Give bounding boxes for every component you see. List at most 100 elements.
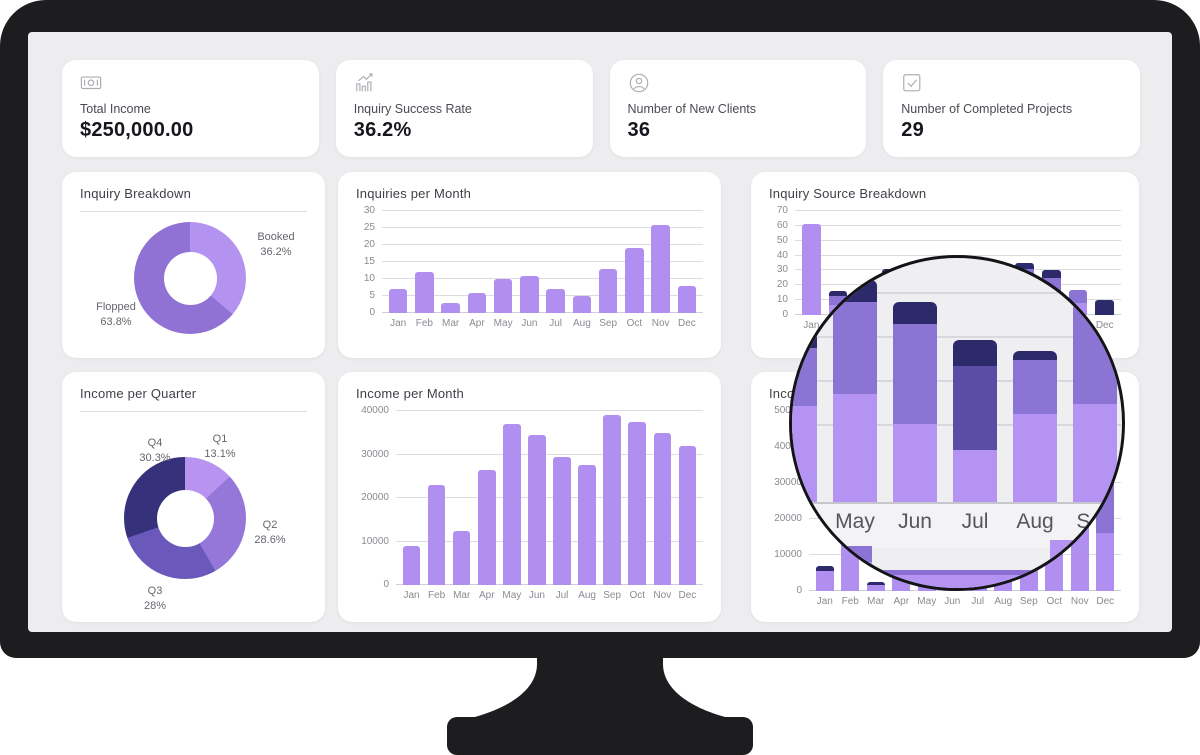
- bar-slot: [474, 411, 499, 585]
- bar-slot: [499, 411, 524, 585]
- bar-segment: [1015, 263, 1035, 269]
- inquiries-per-month-chart: 0 5 10 15 20 25 30 Jan Feb Mar Apr May Jun Jul Aug Sep O…: [356, 206, 703, 329]
- bar-segment-navy: [1013, 351, 1057, 360]
- bar-segment-medium: [893, 324, 937, 424]
- magnified-lower-bar: [1050, 540, 1088, 588]
- grid-line: [792, 336, 1122, 338]
- bar-segment-medium: [792, 348, 817, 406]
- grid-line: [795, 210, 1121, 211]
- grid-line: [396, 453, 703, 455]
- growth-chart-icon: [354, 72, 378, 96]
- y-tick-label: 5: [369, 290, 375, 301]
- kpi-card-new-clients: Number of New Clients 36: [609, 60, 867, 157]
- x-tick-label: Feb: [415, 318, 433, 329]
- x-tick-label: Jul: [555, 590, 569, 601]
- y-tick-label: 0: [369, 307, 375, 318]
- magnified-lower-bar: [878, 570, 1044, 588]
- grid-line: [795, 239, 1121, 241]
- checkbox-icon: [901, 72, 925, 96]
- slice-pct: 13.1%: [204, 447, 236, 460]
- bar: [678, 445, 697, 585]
- slice-label: Q1 13.1%: [204, 432, 235, 462]
- bar: [520, 275, 539, 313]
- bar: [388, 289, 408, 313]
- y-tick-label: 0: [782, 309, 788, 320]
- grid-line: [382, 261, 703, 262]
- monitor-stand-neck: [463, 654, 737, 720]
- bar-segment-medium: [1073, 294, 1117, 404]
- x-tick-label: Dec: [678, 590, 697, 601]
- y-tick-label: 10000: [774, 549, 802, 560]
- y-tick-label: 10: [776, 294, 788, 306]
- x-tick-label: Aug: [572, 318, 591, 329]
- slice-name: Q4: [147, 437, 163, 449]
- magnified-stacked-bar: [792, 332, 817, 502]
- donut-ring: [124, 457, 246, 579]
- slice-pct: 36.2%: [260, 245, 292, 258]
- slice-label: Q2 28.6%: [254, 518, 285, 548]
- x-tick-label: Aug: [994, 596, 1013, 607]
- y-tick-label: 20: [776, 279, 788, 291]
- x-tick-label: Jul: [549, 318, 563, 329]
- bar-segment-light: [792, 406, 817, 502]
- x-tick-label: Aug: [578, 590, 596, 601]
- bar-segment-navy: [1073, 270, 1117, 294]
- bar: [427, 484, 446, 585]
- y-tick-label: 70: [776, 205, 788, 216]
- bar-slot: [675, 411, 700, 585]
- y-tick-label: 25: [363, 222, 375, 233]
- bar-slot: [595, 211, 621, 313]
- slice-name: Q1: [212, 433, 228, 445]
- x-tick-label: Mar: [453, 590, 471, 601]
- magnified-axis-label: May: [835, 510, 875, 533]
- bar-slot: [385, 211, 411, 313]
- kpi-value: $250,000.00: [80, 119, 194, 141]
- y-tick-label: 20000: [361, 492, 389, 503]
- bar: [651, 224, 670, 313]
- bar-slot: [399, 411, 424, 585]
- bar: [402, 545, 421, 585]
- slice-pct: 63.8%: [100, 315, 132, 328]
- plot-area: 0 10000 20000 30000 40000: [356, 406, 703, 590]
- magnified-stacked-bar: [953, 340, 997, 502]
- kpi-card-total-income: Total Income $250,000.00: [62, 60, 319, 157]
- bar-slot: [625, 411, 650, 585]
- bar: [802, 224, 821, 315]
- x-tick-label: Mar: [442, 318, 460, 329]
- donut-hole: [163, 251, 217, 305]
- bar: [625, 248, 644, 313]
- y-tick-label: 30000: [361, 448, 389, 460]
- bar: [503, 424, 521, 585]
- bar: [467, 292, 487, 313]
- x-tick-label: Nov: [653, 590, 672, 601]
- x-tick-label: Jun: [521, 318, 538, 329]
- dashboard-screen: Total Income $250,000.00 Inquiry Success…: [28, 32, 1172, 632]
- x-tick-label: Jan: [390, 318, 407, 329]
- kpi-label: Inquiry Success Rate: [353, 102, 472, 116]
- slice-name: Flopped: [96, 301, 136, 313]
- bar-segment-light: [1073, 404, 1117, 502]
- inquiries-per-month-card: Inquiries per Month 0 5 10 15 20 25 30 Jan Feb Ma…: [338, 172, 721, 358]
- magnified-axis-label: Jun: [898, 510, 932, 533]
- y-tick-label: 30000: [774, 477, 802, 488]
- bar-segment-navy: [833, 280, 877, 302]
- bar-segment: [866, 581, 885, 585]
- bar: [415, 272, 434, 313]
- bar-segment-light: [953, 450, 997, 502]
- x-tick-label: Apr: [893, 596, 910, 607]
- magnified-axis-label: Aug: [1016, 510, 1054, 533]
- bar-slot: [516, 211, 542, 313]
- grid-line: [792, 292, 1122, 294]
- grid-line: [396, 540, 703, 542]
- kpi-card-completed-projects: Number of Completed Projects 29: [883, 60, 1140, 157]
- kpi-label: Total Income: [80, 102, 151, 116]
- divider: [80, 411, 307, 412]
- y-axis: 0 10000 20000 30000 40000: [356, 406, 396, 590]
- x-tick-label: Nov: [651, 318, 670, 329]
- x-tick-label: Dec: [1096, 596, 1115, 607]
- grid-line: [382, 244, 703, 245]
- card-title: Inquiries per Month: [356, 186, 472, 201]
- monitor-stand-base: [447, 717, 753, 755]
- bar-slot: [424, 411, 449, 585]
- x-tick-label: Jan: [816, 596, 833, 607]
